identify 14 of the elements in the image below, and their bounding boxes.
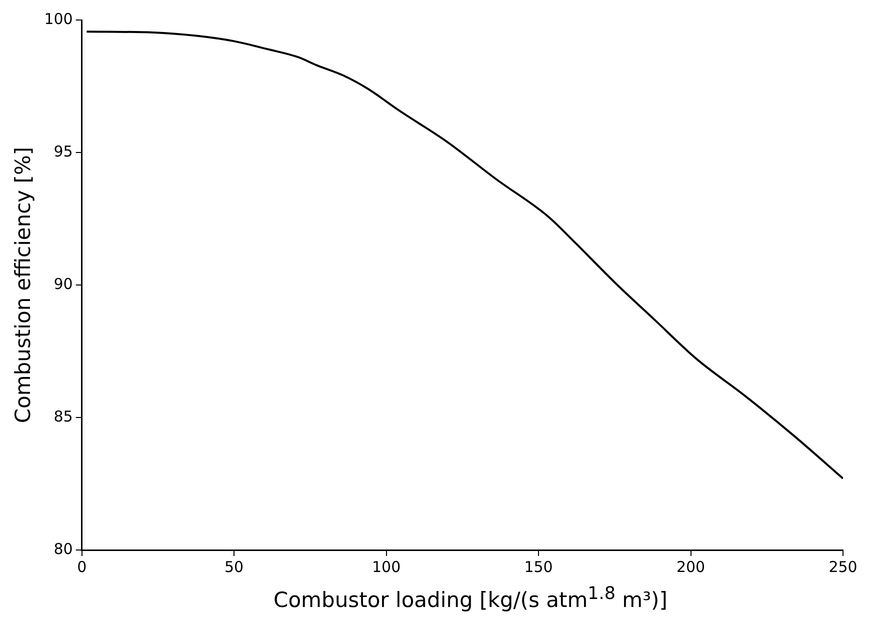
x-axis-title: Combustor loading [kg/(s atm$^{1.8}$ m³)]	[272, 584, 668, 612]
line-series	[86, 30, 843, 480]
x-tick-label: 250	[828, 558, 858, 576]
y-tick-label: 90	[54, 274, 73, 293]
y-tick-label: 95	[54, 142, 73, 160]
y-tick-label: 80	[54, 540, 73, 558]
y-tick-label: 85	[54, 407, 73, 426]
x-tick-label: 200	[676, 558, 706, 576]
x-tick-label: 150	[524, 558, 553, 576]
x-tick-label: 50	[224, 558, 244, 576]
x-tick-label: 100	[372, 558, 401, 576]
x-tick-label: 0	[77, 558, 87, 576]
y-tick-label: 100	[44, 10, 73, 28]
y-axis-title: Combustion efficiency [%]	[11, 146, 36, 424]
